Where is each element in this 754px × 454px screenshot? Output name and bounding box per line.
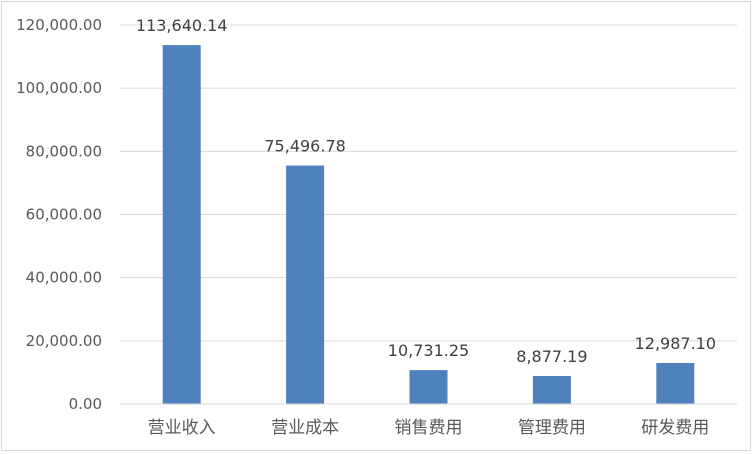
y-tick-label: 0.00 [69,395,102,413]
data-label: 113,640.14 [136,16,228,35]
bars [162,45,695,405]
bar [162,45,201,405]
data-label: 12,987.10 [635,334,716,353]
x-category-label: 研发费用 [641,418,709,438]
data-label: 8,877.19 [516,347,587,366]
y-axis-tick-labels: 0.00 20,000.00 40,000.00 60,000.00 80,000.00… [16,16,102,413]
y-tick-label: 120,000.00 [16,16,102,34]
y-tick-label: 100,000.00 [16,79,102,97]
bar [409,370,448,404]
data-labels: 113,640.14 75,496.78 10,731.25 8,877.19 12,9… [136,16,716,366]
y-tick-label: 80,000.00 [26,142,102,160]
gridlines [120,24,737,342]
y-tick-label: 60,000.00 [26,206,102,224]
y-tick-label: 20,000.00 [26,332,102,350]
data-label: 75,496.78 [264,137,345,156]
x-category-label: 销售费用 [395,418,463,438]
data-label: 10,731.25 [388,341,469,360]
x-axis-category-labels: 营业收入 营业成本 销售费用 管理费用 研发费用 [148,418,710,438]
x-category-label: 营业收入 [148,418,216,438]
bar [286,165,325,404]
x-category-label: 管理费用 [518,418,586,438]
x-category-label: 营业成本 [271,418,339,438]
bar [532,375,571,404]
bar [656,362,695,404]
y-tick-label: 40,000.00 [26,269,102,287]
